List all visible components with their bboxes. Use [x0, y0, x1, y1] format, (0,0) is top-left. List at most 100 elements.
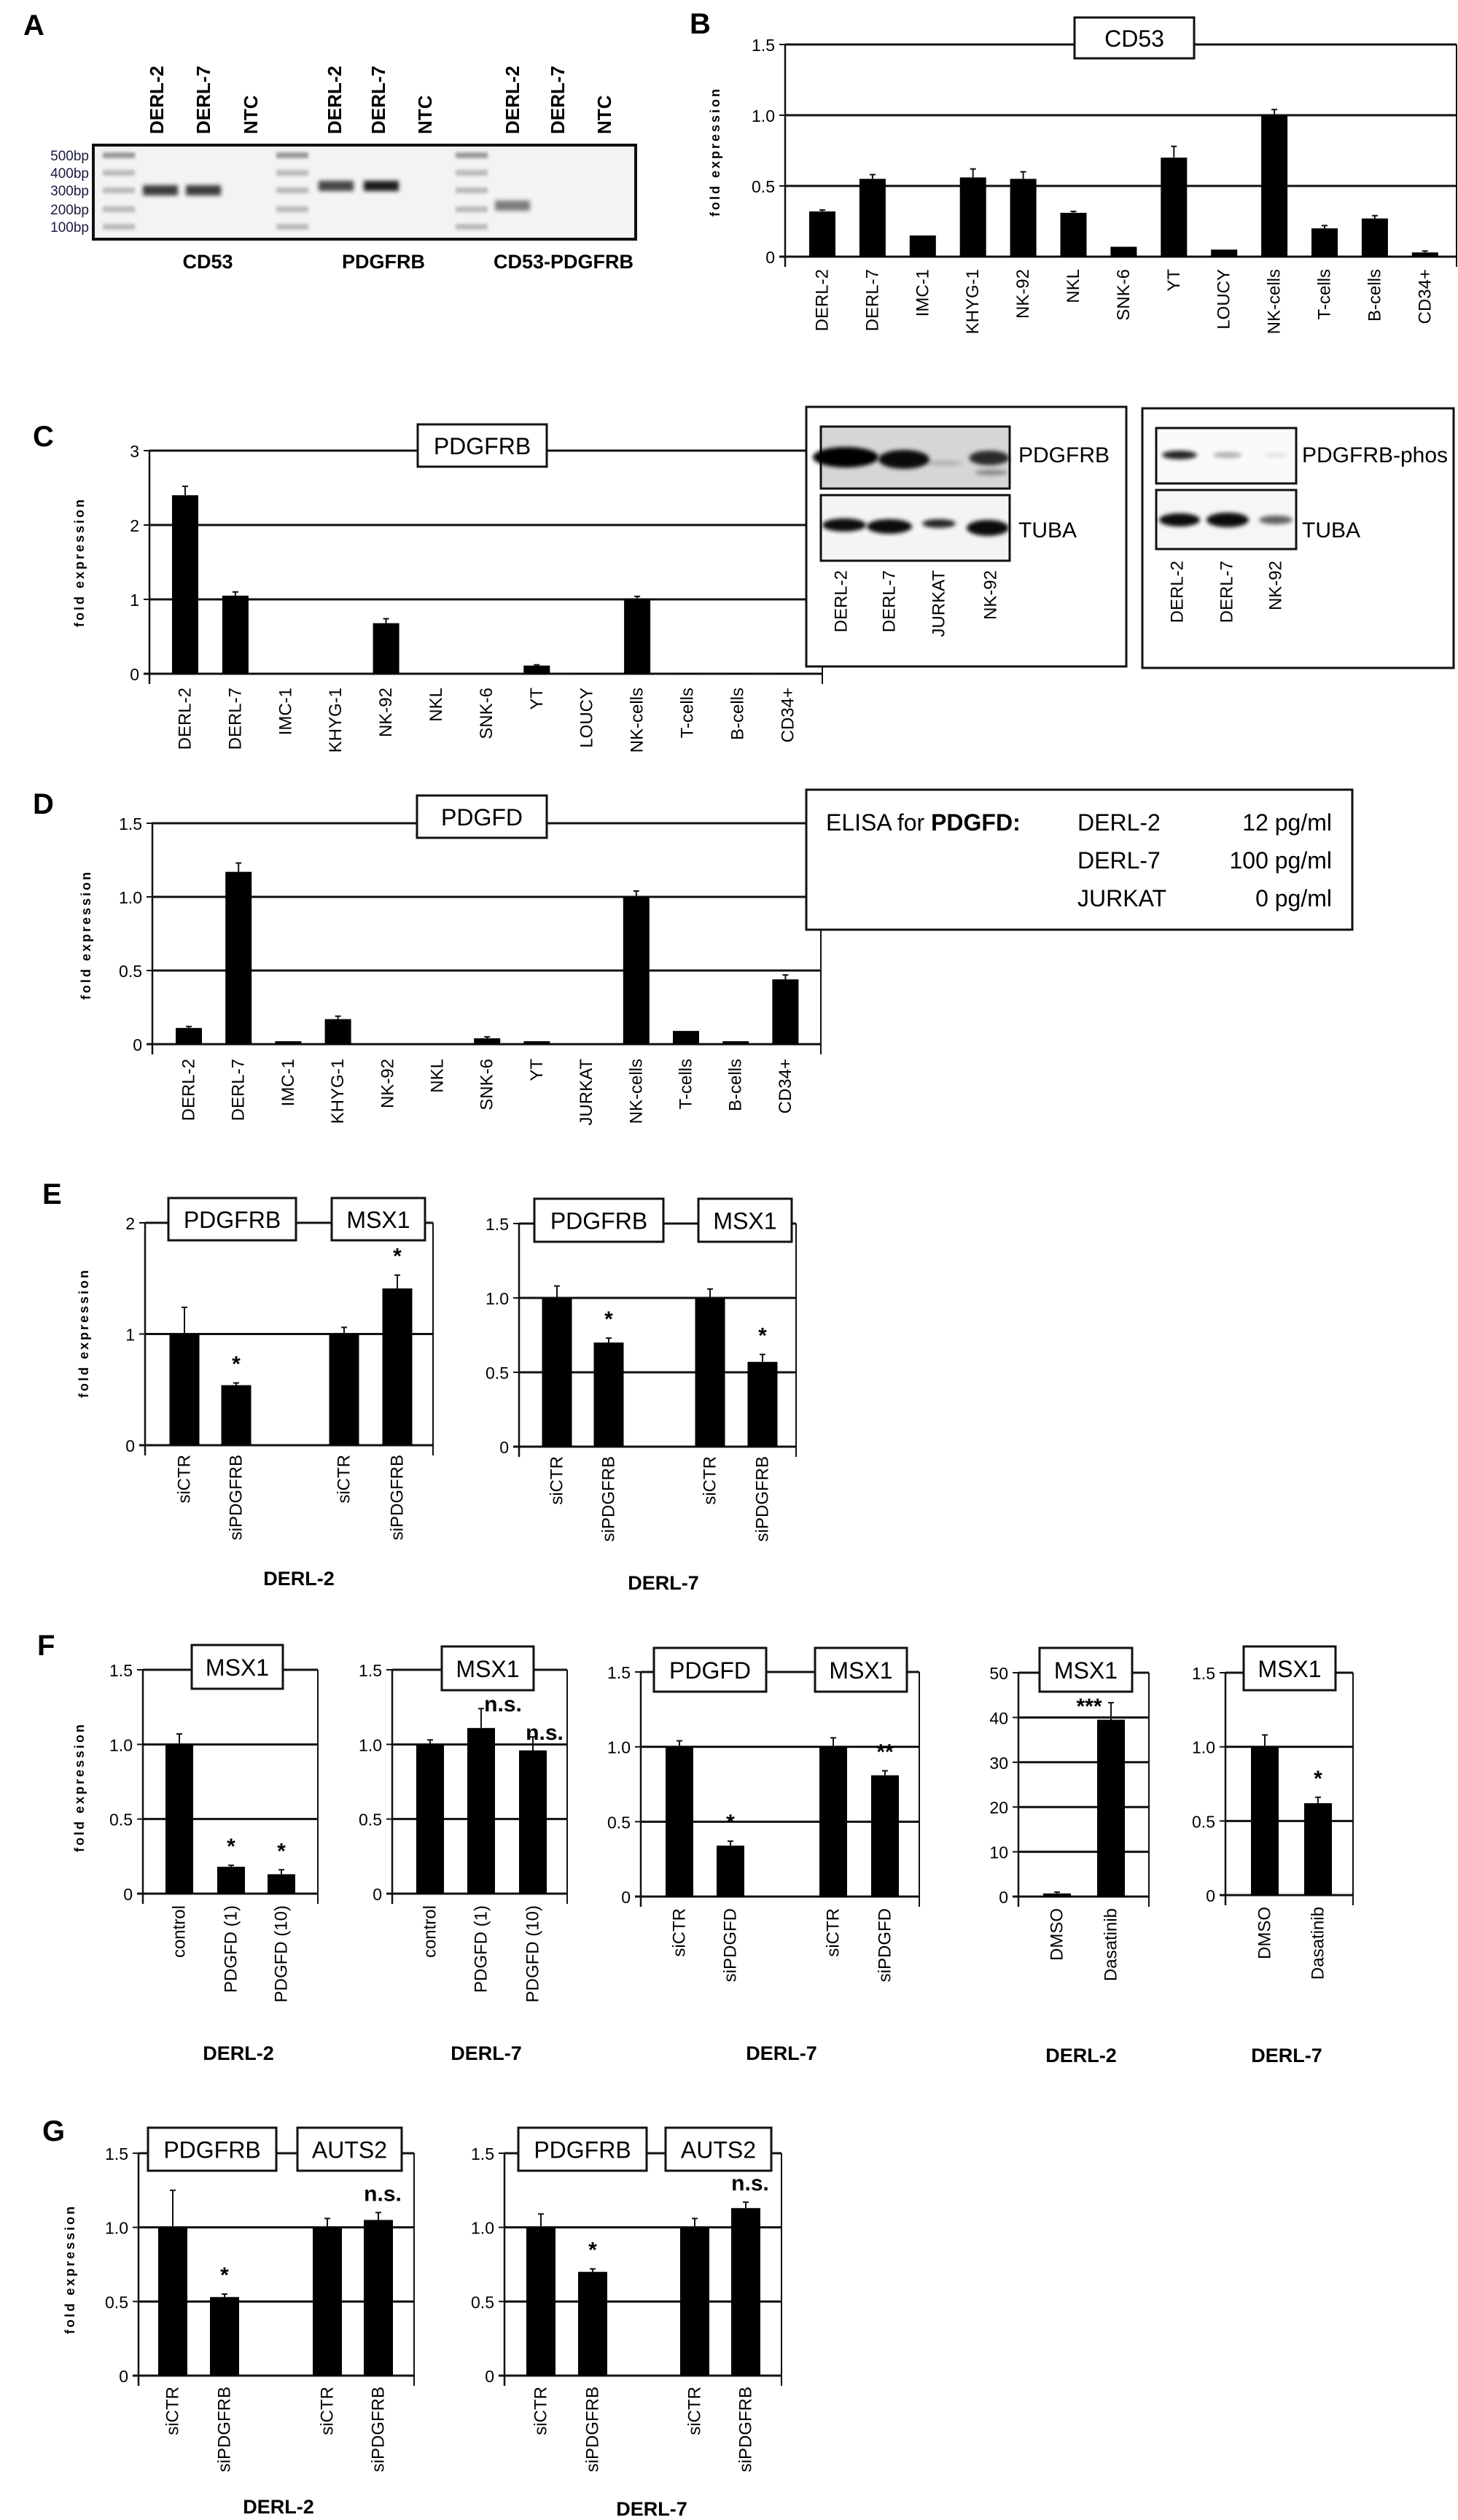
- bar: [1211, 249, 1238, 257]
- bar: [519, 1750, 547, 1894]
- y-tick-label: 1.5: [607, 1663, 631, 1682]
- bar: [1161, 158, 1188, 257]
- y-tick-label: 50: [989, 1664, 1008, 1683]
- bar-chart-panel-e: 0 1 2 PDGFRB MSX1 siCTR * siPDGFRB siCTR * siPDGFR…: [77, 1197, 434, 1590]
- gel-marker-label: 300bp: [50, 184, 89, 199]
- x-category-label: CD34+: [776, 1059, 795, 1113]
- elisa-value: 0 pg/ml: [1255, 885, 1332, 911]
- ladder-band: [456, 152, 488, 158]
- bar: [1060, 212, 1087, 257]
- y-tick-label: 1.0: [119, 888, 142, 907]
- gene-title-box: [517, 2126, 648, 2172]
- gene-title: MSX1: [346, 1207, 410, 1233]
- y-tick-label: 10: [989, 1843, 1008, 1862]
- bar: [1010, 179, 1037, 257]
- ladder-band: [456, 170, 488, 176]
- x-category-label: CD34+: [1415, 269, 1435, 324]
- bar: [416, 1744, 444, 1894]
- gel-lane-label: DERL-2: [502, 66, 523, 134]
- protein-band: [969, 451, 1010, 465]
- significance-marker: *: [393, 1245, 402, 1269]
- bar: [523, 665, 550, 674]
- gel-lane-label: DERL-2: [324, 66, 346, 134]
- gel-marker-label: 100bp: [50, 220, 89, 236]
- protein-band: [967, 520, 1009, 536]
- gel-gene-label: PDGFRB: [342, 251, 425, 273]
- y-tick-label: 0.5: [607, 1813, 631, 1832]
- y-tick-label: 1.5: [119, 814, 142, 833]
- y-tick-label: 1.5: [486, 1215, 509, 1234]
- y-tick-label: 0.5: [752, 177, 775, 196]
- significance-marker: n.s.: [731, 2171, 769, 2196]
- x-category-label: NK-92: [376, 688, 396, 737]
- gene-title: MSX1: [1258, 1656, 1321, 1682]
- y-tick-label: 0: [999, 1888, 1008, 1907]
- x-category-label: DMSO: [1255, 1907, 1275, 1959]
- gene-title-box: [664, 2126, 773, 2172]
- cell-line-group-label: DERL-7: [628, 1572, 699, 1594]
- gel-lane-label: DERL-7: [367, 66, 389, 134]
- y-tick-label: 0.5: [486, 1364, 509, 1382]
- x-category-label: LOUCY: [1215, 269, 1234, 330]
- x-category-label: SNK-6: [477, 1059, 497, 1111]
- blot-protein-label: PDGFRB-phos: [1302, 443, 1448, 467]
- bar: [819, 1746, 847, 1897]
- y-tick-label: 0.5: [119, 962, 142, 981]
- bar: [176, 1027, 202, 1044]
- significance-marker: n.s.: [364, 2182, 402, 2206]
- bar-chart-panel-f: 0 10 20 30 40 50 MSX1 DMSO *** Dasatinib DERL-2: [989, 1646, 1150, 2066]
- blot-protein-label: TUBA: [1302, 518, 1360, 542]
- y-tick-label: 1.0: [109, 1735, 133, 1754]
- gene-title: CD53: [1104, 26, 1164, 52]
- panel-label: B: [690, 8, 711, 40]
- x-category-label: NKL: [426, 688, 446, 722]
- x-category-label: LOUCY: [577, 688, 597, 748]
- y-tick-label: 0.5: [359, 1811, 382, 1829]
- bar: [574, 672, 601, 674]
- bar: [313, 2227, 342, 2376]
- y-tick-label: 1.5: [109, 1661, 133, 1680]
- gene-title-box: [190, 1644, 284, 1690]
- elisa-frame: [805, 788, 1354, 931]
- protein-band: [1162, 451, 1197, 459]
- bar: [717, 1846, 744, 1897]
- ladder-band: [276, 187, 308, 193]
- x-category-label: PDGFD (10): [523, 1905, 543, 2002]
- x-category-label: siCTR: [175, 1455, 195, 1504]
- protein-band: [1213, 452, 1242, 458]
- y-tick-label: 0: [621, 1888, 631, 1907]
- bar: [275, 1041, 302, 1044]
- y-tick-label: 0: [765, 248, 775, 267]
- gel-gene-label: CD53-PDGFRB: [494, 251, 634, 273]
- x-category-label: NK-cells: [1265, 269, 1284, 334]
- western-blot-panel: PDGFRB-phos TUBA DERL-2 DERL-7 NK-92: [1141, 407, 1455, 669]
- gene-title-box: [416, 423, 548, 468]
- bar: [772, 979, 799, 1044]
- x-category-label: Dasatinib: [1102, 1908, 1121, 1981]
- y-tick-label: 0: [1206, 1886, 1215, 1905]
- ladder-band: [456, 187, 488, 193]
- panel-label: C: [33, 421, 54, 453]
- cell-line-group-label: DERL-2: [243, 2496, 314, 2518]
- y-tick-label: 1.0: [1192, 1738, 1215, 1757]
- x-category-label: siPDGFRB: [369, 2387, 389, 2472]
- gene-title: PDGFRB: [550, 1208, 647, 1234]
- significance-marker: *: [277, 1839, 286, 1863]
- bar: [871, 1775, 899, 1897]
- gel-image: [92, 144, 637, 241]
- elisa-heading: ELISA for PDGFD:: [826, 809, 1021, 836]
- x-category-label: SNK-6: [1114, 269, 1134, 321]
- y-tick-label: 1.0: [359, 1735, 382, 1754]
- x-category-label: siPDGFRB: [599, 1456, 619, 1541]
- bar: [382, 1288, 413, 1445]
- bar: [809, 211, 835, 257]
- x-category-label: NK-cells: [628, 688, 647, 752]
- protein-band: [867, 519, 912, 534]
- gene-title-box: [167, 1197, 297, 1242]
- ladder-band: [276, 224, 308, 230]
- significance-marker: n.s.: [526, 1721, 564, 1745]
- bar: [169, 1334, 200, 1445]
- x-category-label: siPDGFRB: [227, 1455, 246, 1540]
- y-tick-label: 1.5: [359, 1661, 382, 1680]
- x-category-label: SNK-6: [477, 688, 496, 739]
